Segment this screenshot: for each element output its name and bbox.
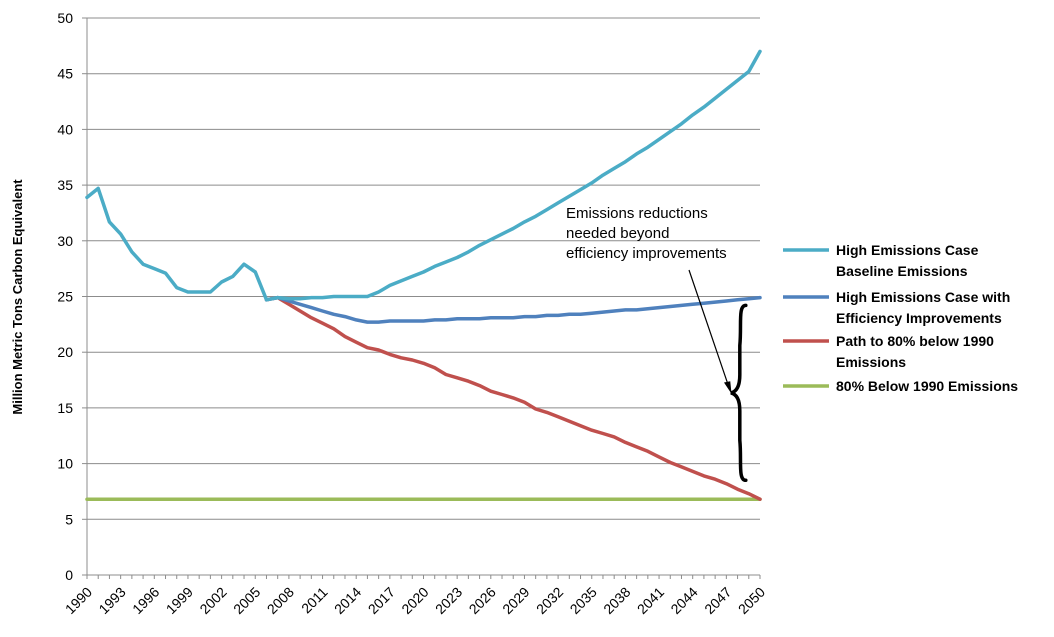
- legend: High Emissions Case Baseline Emissions Hig…: [783, 242, 1018, 394]
- y-tick-label: 5: [65, 511, 73, 527]
- annotation-text: Emissions reductions: [566, 205, 708, 222]
- y-tick-label: 40: [57, 121, 73, 137]
- series-lines: [85, 49, 762, 501]
- x-tick-labels: 1990 1993 1996 1999 2002 2005 2008 2011 2014 2017…: [62, 584, 768, 617]
- x-tick-label: 1993: [95, 584, 128, 617]
- y-tick-label: 45: [57, 66, 73, 82]
- x-tick-label: 2005: [230, 584, 263, 617]
- y-axis-label: Million Metric Tons Carbon Equivalent: [10, 179, 25, 415]
- x-tick-label: 2047: [701, 584, 734, 617]
- legend-label: Path to 80% below 1990: [836, 333, 994, 349]
- x-tick-label: 1996: [129, 584, 162, 617]
- x-tick-label: 2026: [466, 584, 499, 617]
- x-tick-label: 2044: [667, 584, 700, 617]
- annotation-brace: [688, 269, 748, 483]
- annotation-arrow: [688, 269, 730, 388]
- series-line: [264, 295, 762, 501]
- x-tick-label: 1990: [62, 584, 95, 617]
- series-line: [85, 49, 762, 302]
- x-tick-label: 2050: [735, 584, 768, 617]
- x-tick-label: 2029: [499, 584, 532, 617]
- x-tick-label: 2017: [365, 584, 398, 617]
- y-tick-label: 10: [57, 456, 73, 472]
- y-tick-label: 20: [57, 344, 73, 360]
- legend-label: Efficiency Improvements: [836, 310, 1002, 326]
- axes: [82, 17, 761, 579]
- legend-label: Baseline Emissions: [836, 263, 968, 279]
- x-tick-label: 2002: [196, 584, 229, 617]
- annotation-text: efficiency improvements: [566, 245, 727, 262]
- y-tick-labels: 0 5 10 15 20 25 30 35 40 45 50: [57, 10, 73, 583]
- legend-label: High Emissions Case with: [836, 289, 1010, 305]
- y-tick-label: 15: [57, 400, 73, 416]
- series-line: [264, 295, 762, 324]
- x-tick-label: 2020: [398, 584, 431, 617]
- legend-label: Emissions: [836, 354, 906, 370]
- x-tick-label: 2014: [331, 584, 364, 617]
- x-tick-label: 2038: [600, 584, 633, 617]
- legend-label: High Emissions Case: [836, 242, 979, 258]
- annotation: Emissions reductions needed beyond efficie…: [566, 205, 727, 262]
- legend-label: 80% Below 1990 Emissions: [836, 378, 1018, 394]
- x-tick-label: 2008: [264, 584, 297, 617]
- curly-brace: [730, 303, 748, 483]
- x-tick-label: 2041: [634, 584, 667, 617]
- x-tick-label: 2035: [567, 584, 600, 617]
- y-tick-label: 50: [57, 10, 73, 26]
- x-tick-label: 1999: [163, 584, 196, 617]
- y-tick-label: 25: [57, 289, 73, 305]
- x-tick-label: 2011: [298, 584, 331, 617]
- y-tick-label: 35: [57, 177, 73, 193]
- annotation-arrowhead: [723, 381, 732, 393]
- x-tick-label: 2032: [533, 584, 566, 617]
- gridlines: [87, 17, 760, 520]
- x-tick-label: 2023: [432, 584, 465, 617]
- y-tick-label: 0: [65, 567, 73, 583]
- y-tick-label: 30: [57, 233, 73, 249]
- annotation-text: needed beyond: [566, 225, 669, 242]
